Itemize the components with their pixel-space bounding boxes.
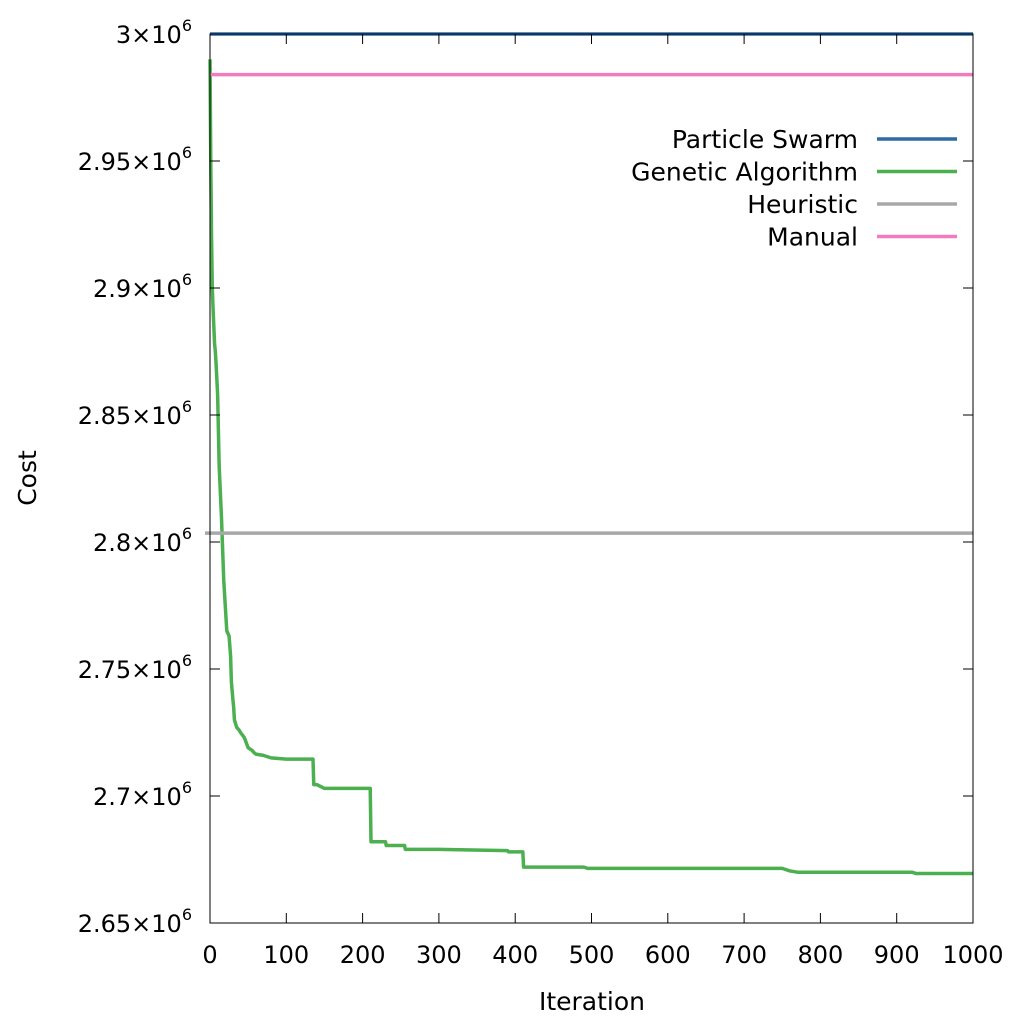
y-tick-mantissa: 2.7 bbox=[93, 783, 131, 811]
x-tick-label: 900 bbox=[874, 941, 920, 969]
y-tick-exponent: 6 bbox=[182, 16, 192, 35]
y-axis-ticks: 2.65×1062.7×1062.75×1062.8×1062.85×1062.… bbox=[78, 16, 973, 938]
y-tick-label: 2.7×106 bbox=[93, 778, 192, 811]
legend-label-manual: Manual bbox=[767, 223, 858, 252]
y-tick-times: ×10 bbox=[131, 402, 182, 430]
y-tick-mantissa: 3 bbox=[116, 21, 131, 49]
x-tick-label: 500 bbox=[569, 941, 615, 969]
series-line-genetic-algorithm bbox=[208, 59, 973, 876]
y-tick-times: ×10 bbox=[131, 656, 182, 684]
y-tick-exponent: 6 bbox=[182, 143, 192, 162]
y-tick-mantissa: 2.75 bbox=[78, 656, 131, 684]
y-tick-label: 2.65×106 bbox=[78, 905, 192, 938]
x-tick-label: 100 bbox=[263, 941, 309, 969]
x-axis-label: Iteration bbox=[539, 987, 645, 1016]
y-tick-exponent: 6 bbox=[182, 397, 192, 416]
y-tick-exponent: 6 bbox=[182, 778, 192, 797]
x-tick-label: 800 bbox=[797, 941, 843, 969]
y-tick-label: 2.8×106 bbox=[93, 524, 192, 557]
y-tick-mantissa: 2.9 bbox=[93, 275, 131, 303]
y-tick-mantissa: 2.65 bbox=[78, 910, 131, 938]
x-tick-label: 200 bbox=[340, 941, 386, 969]
y-tick-label: 2.9×106 bbox=[93, 270, 192, 303]
y-tick-times: ×10 bbox=[131, 148, 182, 176]
x-axis-ticks: 0 100 200 300 400 500 600 700 800 900 1000 bbox=[202, 34, 1004, 969]
y-tick-label: 3×106 bbox=[116, 16, 192, 49]
x-tick-label: 700 bbox=[721, 941, 767, 969]
y-tick-exponent: 6 bbox=[182, 905, 192, 924]
legend-label-particle-swarm: Particle Swarm bbox=[672, 125, 858, 154]
x-tick-label: 1000 bbox=[942, 941, 1003, 969]
y-axis-label: Cost bbox=[13, 450, 42, 506]
y-tick-exponent: 6 bbox=[182, 524, 192, 543]
y-tick-mantissa: 2.95 bbox=[78, 148, 131, 176]
y-tick-times: ×10 bbox=[131, 910, 182, 938]
y-tick-exponent: 6 bbox=[182, 270, 192, 289]
y-tick-times: ×10 bbox=[131, 275, 182, 303]
legend: Particle Swarm Genetic Algorithm Heuristic… bbox=[631, 125, 957, 252]
y-tick-mantissa: 2.85 bbox=[78, 402, 131, 430]
y-tick-label: 2.95×106 bbox=[78, 143, 192, 176]
y-tick-mantissa: 2.8 bbox=[93, 529, 131, 557]
x-tick-label: 0 bbox=[202, 941, 217, 969]
y-tick-label: 2.75×106 bbox=[78, 651, 192, 684]
y-tick-times: ×10 bbox=[131, 783, 182, 811]
y-tick-times: ×10 bbox=[131, 529, 182, 557]
x-tick-label: 600 bbox=[645, 941, 691, 969]
y-tick-label: 2.85×106 bbox=[78, 397, 192, 430]
legend-label-heuristic: Heuristic bbox=[747, 190, 858, 219]
x-tick-label: 300 bbox=[416, 941, 462, 969]
legend-label-genetic-algorithm: Genetic Algorithm bbox=[631, 158, 858, 187]
y-tick-exponent: 6 bbox=[182, 651, 192, 670]
x-tick-label: 400 bbox=[492, 941, 538, 969]
y-tick-times: ×10 bbox=[131, 21, 182, 49]
